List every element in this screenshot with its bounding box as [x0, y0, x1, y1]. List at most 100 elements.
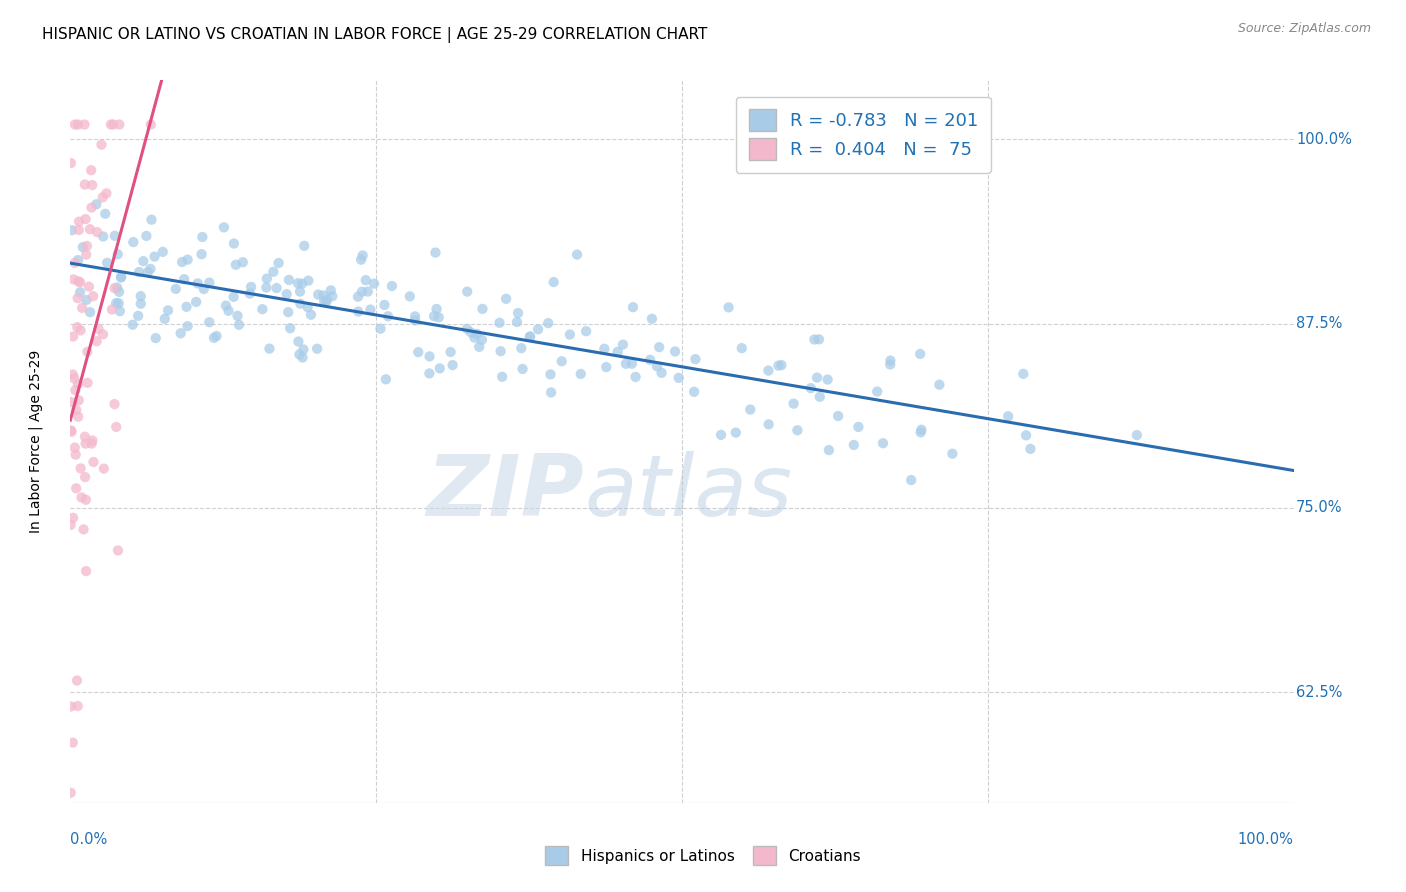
- Point: [872, 436, 894, 450]
- Point: [256, 271, 278, 285]
- Point: [184, 294, 207, 309]
- Point: [782, 396, 804, 410]
- Point: [354, 273, 377, 287]
- Point: [558, 327, 581, 342]
- Point: [288, 285, 311, 299]
- Point: [75, 470, 97, 484]
- Point: [169, 326, 191, 341]
- Point: [818, 443, 841, 458]
- Text: 0.0%: 0.0%: [70, 831, 107, 847]
- Point: [423, 309, 446, 323]
- Point: [75, 248, 97, 262]
- Point: [879, 358, 901, 372]
- Point: [128, 265, 150, 279]
- Point: [314, 294, 336, 309]
- Point: [59, 786, 82, 800]
- Point: [82, 455, 104, 469]
- Point: [66, 291, 89, 305]
- Point: [569, 367, 592, 381]
- Point: [287, 334, 309, 349]
- Point: [321, 289, 343, 303]
- Point: [347, 304, 370, 318]
- Point: [212, 220, 235, 235]
- Point: [419, 350, 441, 364]
- Point: [710, 428, 733, 442]
- Point: [370, 321, 392, 335]
- Point: [299, 308, 322, 322]
- Point: [65, 448, 87, 462]
- Point: [879, 353, 901, 368]
- Point: [465, 326, 488, 341]
- Point: [66, 377, 89, 392]
- Point: [76, 376, 98, 390]
- Point: [59, 156, 82, 170]
- Point: [222, 236, 245, 251]
- Point: [215, 299, 238, 313]
- Point: [72, 523, 94, 537]
- Text: 87.5%: 87.5%: [1296, 316, 1343, 331]
- Point: [425, 245, 447, 260]
- Point: [267, 256, 290, 270]
- Point: [910, 423, 932, 437]
- Point: [468, 340, 491, 354]
- Point: [90, 137, 112, 152]
- Point: [312, 288, 335, 302]
- Point: [108, 285, 131, 299]
- Point: [60, 424, 83, 438]
- Point: [66, 320, 89, 334]
- Point: [75, 293, 97, 307]
- Text: In Labor Force | Age 25-29: In Labor Force | Age 25-29: [30, 350, 44, 533]
- Point: [105, 296, 128, 310]
- Point: [491, 369, 513, 384]
- Point: [96, 256, 118, 270]
- Point: [75, 492, 97, 507]
- Point: [297, 300, 319, 314]
- Point: [291, 351, 314, 365]
- Point: [519, 329, 541, 343]
- Point: [488, 316, 510, 330]
- Point: [86, 197, 108, 211]
- Point: [82, 434, 104, 448]
- Point: [62, 736, 84, 750]
- Point: [139, 261, 162, 276]
- Point: [456, 285, 478, 299]
- Point: [510, 341, 533, 355]
- Point: [543, 275, 565, 289]
- Point: [363, 277, 385, 291]
- Point: [63, 441, 86, 455]
- Point: [731, 341, 754, 355]
- Point: [806, 370, 828, 384]
- Point: [292, 343, 315, 357]
- Point: [86, 225, 108, 239]
- Point: [740, 402, 762, 417]
- Point: [377, 310, 399, 324]
- Point: [254, 280, 277, 294]
- Point: [65, 383, 87, 397]
- Text: 100.0%: 100.0%: [1296, 132, 1351, 147]
- Point: [67, 223, 90, 237]
- Point: [350, 285, 373, 299]
- Point: [928, 377, 950, 392]
- Point: [176, 300, 198, 314]
- Point: [374, 372, 396, 386]
- Point: [69, 461, 91, 475]
- Point: [129, 289, 152, 303]
- Point: [145, 331, 167, 345]
- Point: [127, 309, 149, 323]
- Point: [645, 359, 668, 374]
- Point: [429, 361, 451, 376]
- Point: [222, 290, 245, 304]
- Point: [108, 304, 131, 318]
- Point: [157, 303, 180, 318]
- Point: [103, 118, 125, 132]
- Point: [612, 337, 634, 351]
- Point: [165, 282, 187, 296]
- Point: [527, 322, 550, 336]
- Point: [59, 517, 82, 532]
- Point: [190, 247, 212, 261]
- Point: [239, 286, 262, 301]
- Point: [73, 118, 96, 132]
- Point: [191, 230, 214, 244]
- Point: [848, 420, 870, 434]
- Point: [1019, 442, 1042, 456]
